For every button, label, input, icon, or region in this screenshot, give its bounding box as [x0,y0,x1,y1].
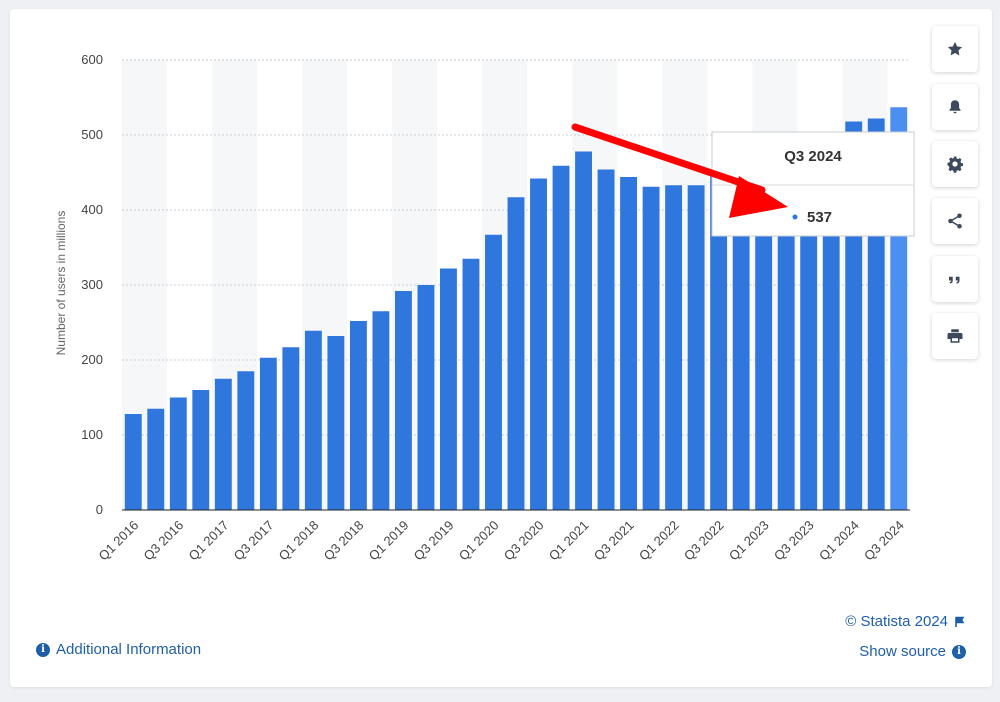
bar[interactable] [687,185,705,510]
bar[interactable] [394,291,412,510]
notification-button[interactable] [932,84,978,130]
bar[interactable] [485,234,502,510]
bar[interactable] [147,408,165,510]
bar[interactable] [665,185,683,510]
star-icon [947,41,963,56]
x-tick-label: Q1 2020 [456,518,502,564]
x-tick-label: Q3 2023 [771,518,817,564]
x-tick-label: Q1 2021 [546,518,592,564]
x-tick-label: Q3 2020 [501,518,547,564]
copyright-label: © Statista 2024 [845,613,948,630]
bar[interactable] [552,165,570,510]
x-tick-label: Q3 2022 [681,518,727,564]
x-tick-label: Q3 2021 [591,518,637,564]
y-axis-ticks: 0 100 200 300 400 500 600 [81,52,103,517]
bar[interactable] [304,330,322,510]
y-tick-label: 400 [81,202,103,217]
x-tick-label: Q1 2023 [726,518,772,564]
bar[interactable] [462,258,480,510]
bar[interactable] [710,176,728,510]
bar[interactable] [372,311,390,510]
tooltip: Q3 2024 537 [711,131,915,237]
quote-icon [949,276,960,284]
bar[interactable] [507,197,525,510]
bar[interactable] [282,347,300,510]
y-tick-label: 200 [81,352,103,367]
bars [124,107,908,511]
x-tick-label: Q1 2024 [816,518,862,564]
cite-button[interactable] [932,256,978,302]
info-icon: i [36,642,50,657]
bar[interactable] [169,397,187,511]
bar[interactable] [597,169,615,511]
x-tick-label: Q1 2017 [186,518,232,564]
x-tick-label: Q3 2016 [141,518,187,564]
bar[interactable] [755,162,773,510]
favorite-button[interactable] [932,26,978,72]
bar[interactable] [800,148,818,511]
x-tick-label: Q3 2018 [321,518,367,564]
bar[interactable] [259,357,277,510]
print-button[interactable] [932,313,978,359]
y-tick-label: 600 [81,52,103,67]
x-tick-label: Q1 2018 [276,518,322,564]
y-tick-label: 300 [81,277,103,292]
x-tick-label: Q3 2017 [231,518,277,564]
bar[interactable] [124,414,142,510]
tooltip-value: 537 [807,209,832,226]
bar[interactable] [237,371,255,510]
y-tick-label: 0 [96,502,103,517]
share-button[interactable] [932,198,978,244]
settings-button[interactable] [932,141,978,187]
x-tick-label: Q1 2019 [366,518,412,564]
y-axis-label: Number of users in millions [54,211,68,356]
x-tick-label: Q3 2019 [411,518,457,564]
bar[interactable] [530,178,547,511]
show-source-label: Show source [859,643,946,660]
x-tick-label: Q1 2022 [636,518,682,564]
tooltip-series-dot [792,214,798,220]
bar[interactable] [777,161,795,510]
show-source-link[interactable]: Show source i [859,643,966,660]
statista-copyright-link[interactable]: © Statista 2024 [845,613,966,630]
bar[interactable] [327,336,345,510]
y-tick-label: 100 [81,427,103,442]
annotation-arrow [571,123,788,218]
bar[interactable] [192,390,210,510]
x-tick-label: Q3 2024 [861,518,907,564]
tooltip-category: Q3 2024 [784,148,842,165]
bar[interactable] [575,151,592,511]
additional-information-label: Additional Information [56,641,202,658]
bell-icon [949,100,961,114]
additional-information-link[interactable]: i Additional Information [36,641,201,658]
x-axis-ticks: Q1 2016 Q3 2016 Q1 2017 Q3 2017 Q1 2018 Q3 20… [96,518,907,564]
share-icon [948,213,962,229]
y-tick-label: 500 [81,127,103,142]
background-bands [122,60,888,510]
bar[interactable] [440,268,457,511]
bar[interactable] [620,177,638,510]
bar[interactable] [732,172,750,511]
x-tick-label: Q1 2016 [96,518,142,564]
print-icon [947,329,963,343]
flag-icon [955,616,965,627]
info-icon: i [952,644,966,659]
bar[interactable] [417,285,435,510]
bar[interactable] [642,186,660,510]
bar[interactable] [349,321,367,510]
bar[interactable] [214,378,232,510]
gear-icon [947,156,964,173]
